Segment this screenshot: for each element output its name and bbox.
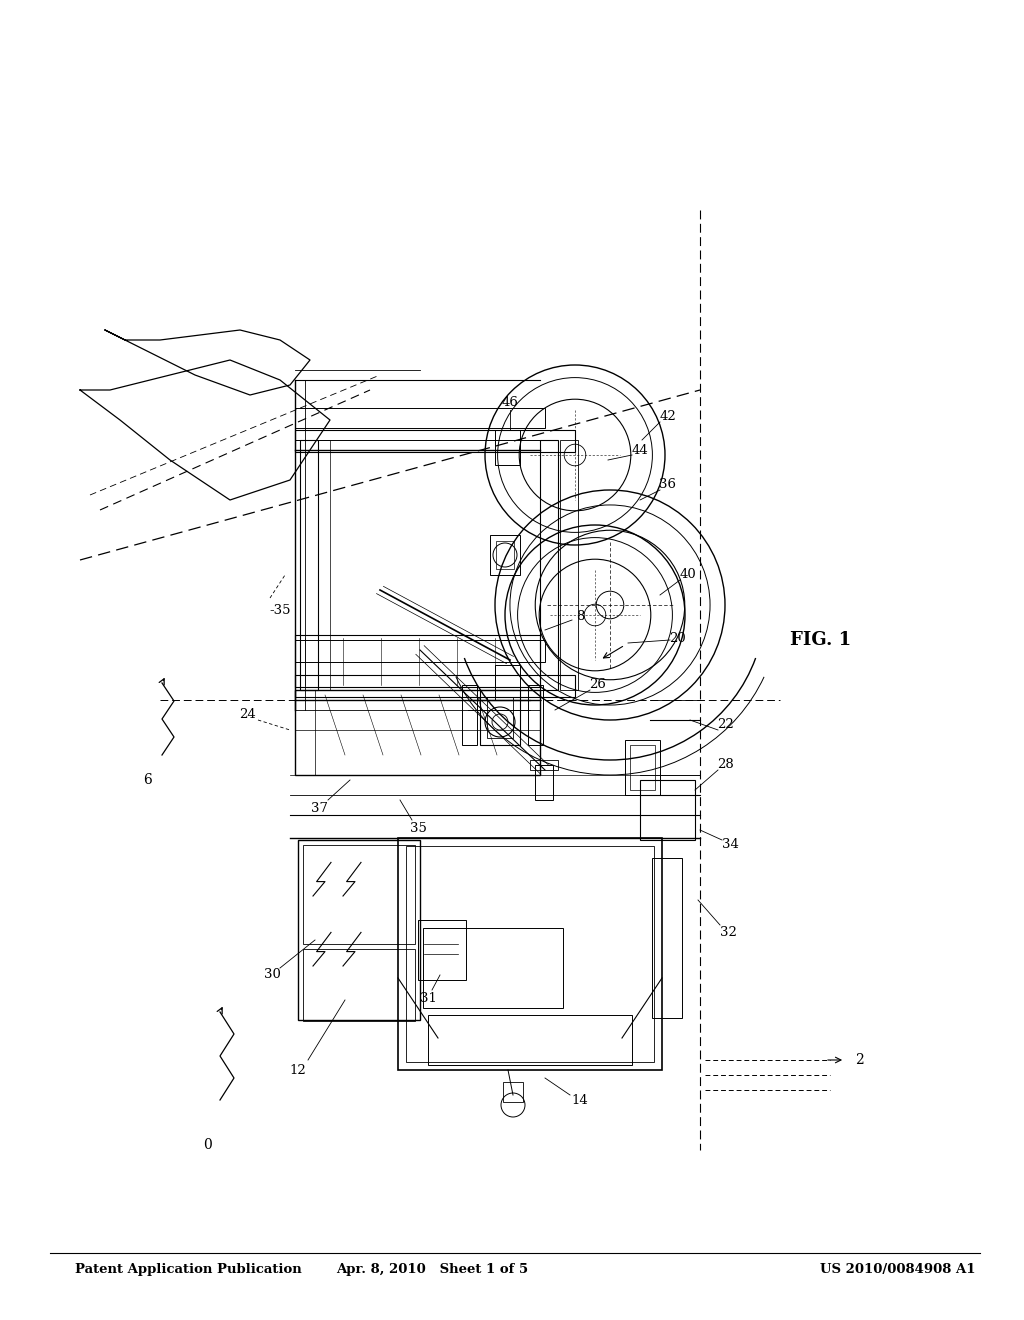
Bar: [428, 1015, 632, 1065]
Bar: [490, 535, 520, 576]
Text: 46: 46: [502, 396, 518, 408]
Text: 34: 34: [722, 838, 738, 851]
Text: Apr. 8, 2010   Sheet 1 of 5: Apr. 8, 2010 Sheet 1 of 5: [336, 1263, 528, 1276]
Text: 37: 37: [311, 801, 329, 814]
Bar: [303, 949, 415, 1020]
Text: FIG. 1: FIG. 1: [790, 631, 851, 649]
Text: 22: 22: [718, 718, 734, 731]
Bar: [480, 690, 520, 744]
Bar: [530, 760, 558, 770]
Text: 14: 14: [571, 1093, 589, 1106]
Bar: [503, 1082, 523, 1102]
Text: 42: 42: [659, 409, 677, 422]
Text: -35: -35: [269, 603, 291, 616]
Bar: [295, 690, 540, 775]
Text: 2: 2: [855, 1053, 864, 1067]
Bar: [295, 408, 545, 428]
Text: 36: 36: [659, 479, 677, 491]
Bar: [540, 440, 558, 690]
Bar: [495, 665, 520, 700]
Bar: [406, 846, 654, 1063]
Text: 44: 44: [632, 444, 648, 457]
Bar: [462, 685, 477, 744]
Text: 26: 26: [590, 678, 606, 692]
Bar: [418, 920, 466, 979]
Bar: [495, 430, 520, 465]
Bar: [295, 430, 575, 451]
Text: 8: 8: [575, 610, 584, 623]
Bar: [423, 928, 563, 1008]
Bar: [625, 741, 660, 795]
Bar: [298, 840, 420, 1020]
Bar: [528, 685, 543, 744]
Bar: [318, 440, 330, 690]
Bar: [295, 640, 545, 663]
Text: 0: 0: [204, 1138, 212, 1152]
Text: Patent Application Publication: Patent Application Publication: [75, 1263, 302, 1276]
Text: US 2010/0084908 A1: US 2010/0084908 A1: [820, 1263, 976, 1276]
Bar: [398, 838, 662, 1071]
Text: 28: 28: [718, 758, 734, 771]
Text: 32: 32: [720, 925, 736, 939]
Text: 6: 6: [143, 774, 153, 787]
Text: 24: 24: [240, 709, 256, 722]
Bar: [640, 780, 695, 840]
Text: 12: 12: [290, 1064, 306, 1077]
Bar: [652, 858, 682, 1018]
Text: 30: 30: [263, 969, 281, 982]
Text: 40: 40: [680, 569, 696, 582]
Text: 35: 35: [410, 821, 426, 834]
Bar: [560, 440, 578, 690]
Bar: [630, 744, 655, 789]
Bar: [535, 766, 553, 800]
Text: 20: 20: [670, 631, 686, 644]
Text: 31: 31: [420, 991, 436, 1005]
Bar: [295, 635, 540, 686]
Bar: [496, 541, 514, 569]
Bar: [300, 440, 318, 690]
Bar: [295, 675, 575, 697]
Bar: [303, 845, 415, 944]
Bar: [487, 697, 513, 738]
